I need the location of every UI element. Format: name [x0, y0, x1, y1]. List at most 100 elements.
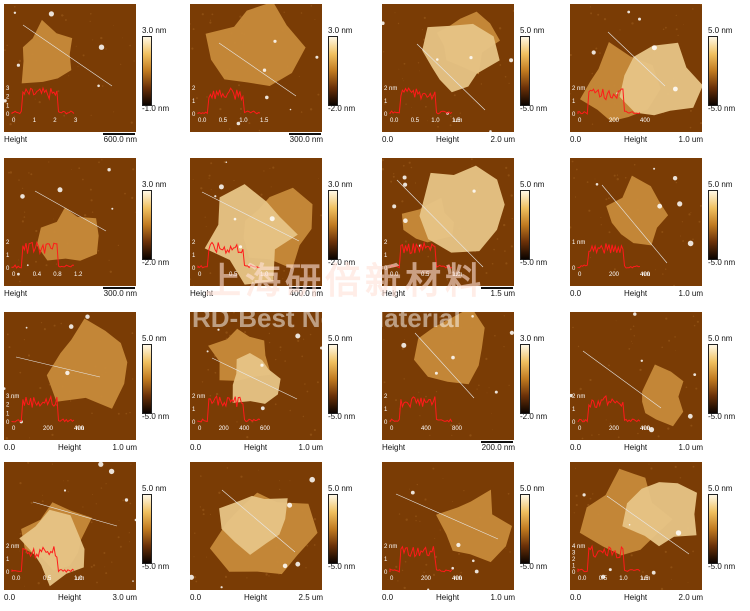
color-scale-min: -2.0 nm: [142, 258, 170, 267]
profile-y-tick: 0: [6, 570, 10, 576]
height-profile-curve: [197, 87, 261, 115]
afm-height-image: 0.0 0.5 1.0 2 1 0 um: [382, 158, 514, 286]
afm-panel-r3c3: 0 400 800 2 1 0 3.0 nm -2.0 nm Height 200.0 nm: [378, 308, 565, 460]
scale-label: 1.0 um: [490, 593, 515, 602]
scale-label: 1.5 um: [490, 289, 515, 298]
color-scale-max: 5.0 nm: [328, 334, 353, 343]
color-scale-min: -2.0 nm: [328, 104, 356, 113]
profile-x-tick: 0: [12, 118, 16, 124]
profile-x-tick: 200: [43, 426, 54, 432]
axis-origin-label: 0.0: [190, 443, 202, 452]
profile-x-tick: 1.5: [640, 576, 649, 582]
profile-unit: um: [76, 576, 84, 582]
color-scale-min: -5.0 nm: [708, 104, 736, 113]
profile-x-tick: 0: [578, 118, 582, 124]
profile-x-tick: 0.0: [390, 272, 399, 278]
profile-scan-line: [416, 43, 486, 111]
profile-scan-line: [34, 190, 107, 232]
profile-x-tick: 400: [640, 118, 651, 124]
profile-y-tick: 0: [6, 420, 10, 426]
scale-label: 1.0 um: [678, 443, 703, 452]
afm-panel-r4c4: 0.0 0.5 1.0 1.5 4 nm 3 2 1 0 um 5.0 nm -5.0 nm 0.0 He…: [566, 458, 750, 610]
profile-x-tick: 600: [260, 426, 271, 432]
height-profile-curve: [197, 395, 261, 423]
color-scale-min: -5.0 nm: [520, 104, 548, 113]
color-scale-max: 5.0 nm: [708, 26, 733, 35]
profile-y-tick: 1: [384, 407, 388, 413]
profile-x-tick: 0: [390, 426, 394, 432]
color-scale-max: 5.0 nm: [520, 26, 545, 35]
axis-origin-label: 0.0: [382, 135, 394, 144]
afm-panel-r4c1: 0.0 0.5 1.0 2 nm 1 0 um 5.0 nm -5.0 nm 0.0 Height 3…: [0, 458, 187, 610]
height-profile-curve: [577, 243, 641, 269]
profile-y-tick: 1 nm: [572, 240, 585, 246]
profile-unit: um: [454, 272, 462, 278]
scale-bar: [103, 133, 135, 135]
profile-x-tick: 0: [12, 272, 16, 278]
graphene-flake: [21, 19, 73, 84]
afm-panel-r4c3: 0 200 400 2 nm 1 0 nm 5.0 nm -5.0 nm 0.0 Height 1.0…: [378, 458, 565, 610]
scale-label: 300.0 nm: [289, 135, 323, 144]
graphene-flake: [414, 312, 485, 385]
scale-label: 400.0 nm: [289, 289, 323, 298]
profile-y-tick: 1: [384, 253, 388, 259]
scale-label: 3.0 um: [112, 593, 137, 602]
color-scale-min: -5.0 nm: [708, 258, 736, 267]
axis-origin-label: 0.0: [190, 593, 202, 602]
profile-x-tick: 1.0: [239, 118, 248, 124]
profile-scan-line: [32, 501, 118, 527]
color-scale-max: 5.0 nm: [708, 180, 733, 189]
profile-y-tick: 3 nm: [6, 394, 19, 400]
scale-label: 600.0 nm: [103, 135, 137, 144]
channel-label: Height: [624, 443, 648, 452]
profile-x-tick: 0: [578, 426, 582, 432]
profile-y-tick: 0: [384, 570, 388, 576]
height-color-bar: [328, 36, 338, 106]
height-color-bar: [520, 190, 530, 260]
scale-label: 1.0 um: [678, 289, 703, 298]
axis-origin-label: 0.0: [570, 443, 582, 452]
color-scale-min: -5.0 nm: [328, 412, 356, 421]
profile-y-tick: 0: [572, 570, 576, 576]
height-profile-curve: [11, 240, 75, 269]
scale-label: 2.0 um: [678, 593, 703, 602]
color-scale-min: -5.0 nm: [708, 412, 736, 421]
graphene-flake: [419, 165, 505, 253]
profile-y-tick: 1: [192, 99, 196, 105]
profile-y-tick: 0: [192, 266, 196, 272]
color-scale-max: 5.0 nm: [328, 484, 353, 493]
channel-label: Height: [58, 593, 82, 602]
profile-x-tick: 400: [421, 426, 432, 432]
color-scale-min: -2.0 nm: [328, 258, 356, 267]
profile-y-tick: 0: [384, 112, 388, 118]
profile-x-tick: 0.5: [411, 118, 420, 124]
graphene-flake: [205, 4, 306, 86]
profile-scan-line: [395, 493, 499, 540]
scale-label: 1.0 um: [112, 443, 137, 452]
profile-x-tick: 1.0: [619, 576, 628, 582]
color-scale-max: 5.0 nm: [520, 484, 545, 493]
profile-x-tick: 1.0: [74, 576, 83, 582]
profile-scan-line: [414, 332, 475, 399]
profile-y-tick: 2: [192, 86, 196, 92]
afm-panel-r4c2: 5.0 nm -5.0 nm 0.0 Height 2.5 um: [186, 458, 373, 610]
channel-label: Height: [624, 135, 648, 144]
afm-height-image: 0.0 0.5 1.0 2 nm 1 0 um: [4, 462, 136, 590]
height-color-bar: [142, 494, 152, 564]
profile-x-tick: 1.5: [452, 118, 461, 124]
afm-panel-r2c1: 0 0.4 0.8 1.2 2 1 0 3.0 nm -2.0 nm Height 300.0 nm: [0, 154, 187, 306]
profile-y-tick: 2: [6, 240, 10, 246]
profile-y-tick: 2 nm: [572, 394, 585, 400]
axis-origin-label: 0.0: [570, 593, 582, 602]
profile-scan-line: [396, 179, 484, 268]
height-profile-curve: [389, 87, 453, 115]
afm-panel-r2c2: 0 0.5 1.0 2 1 0 3.0 nm -2.0 nm Height 400.0 nm: [186, 154, 373, 306]
profile-y-tick: 4 nm: [572, 544, 585, 550]
height-profile-curve: [11, 394, 75, 423]
color-scale-max: 5.0 nm: [142, 334, 167, 343]
color-scale-max: 5.0 nm: [708, 484, 733, 493]
profile-scan-line: [201, 191, 300, 242]
afm-panel-r1c3: 0.0 0.5 1.0 1.5 2 nm 1 0 um 5.0 nm -5.0 nm 0.0 Heig…: [378, 0, 565, 152]
profile-scan-line: [218, 42, 297, 97]
height-color-bar: [328, 344, 338, 414]
